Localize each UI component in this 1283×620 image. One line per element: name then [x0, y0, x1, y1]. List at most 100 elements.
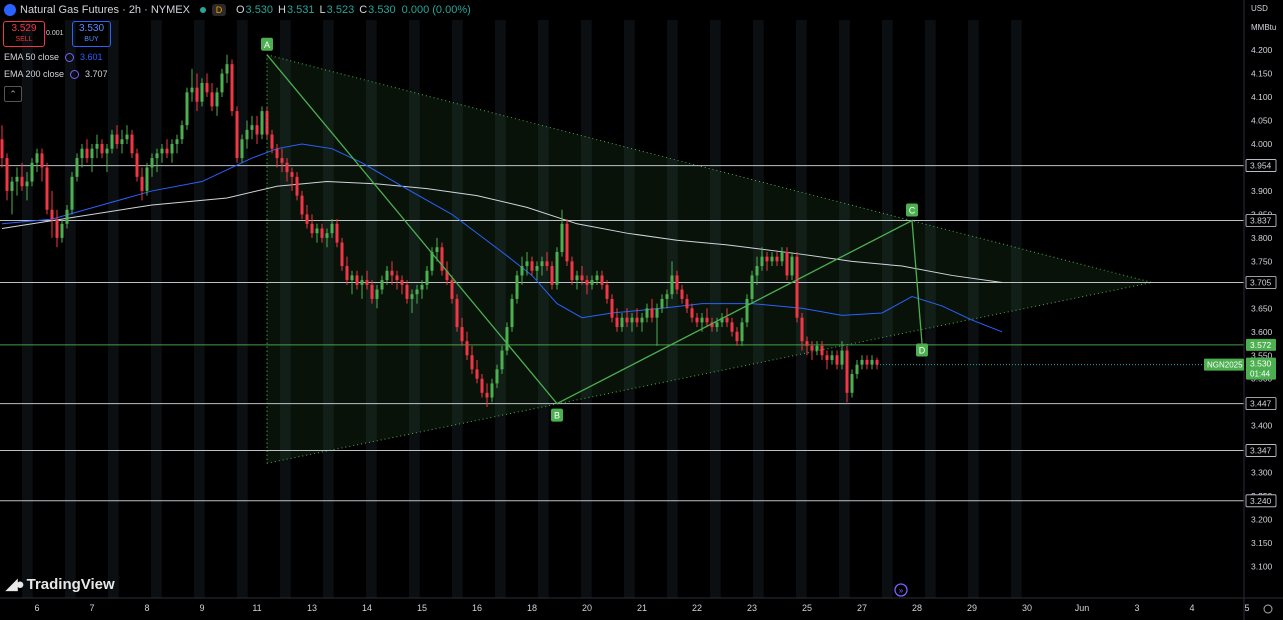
candle-body — [765, 256, 769, 262]
candle-body — [185, 92, 189, 126]
candle-body — [105, 148, 109, 154]
cycle-icon — [70, 69, 80, 79]
candle-body — [550, 266, 554, 285]
candle-body — [110, 134, 114, 149]
session-band — [1011, 20, 1022, 598]
candle-body — [440, 247, 444, 271]
time-axis[interactable]: 6 7 8 9 11 13 14 15 16 18 20 21 22 23 25 27 28 29 30 Jun 3 4 5… — [0, 54, 1283, 614]
level-price-label: 3.837 — [1250, 216, 1272, 226]
time-tick: 5 — [1244, 603, 1249, 613]
candle-body — [90, 148, 94, 159]
candle-body — [40, 153, 44, 168]
level-price-label: 3.347 — [1250, 446, 1272, 456]
candle-body — [100, 143, 104, 154]
candle-body — [545, 261, 549, 267]
time-tick: 3 — [1134, 603, 1139, 613]
candle-body — [45, 167, 49, 210]
candle-body — [735, 331, 739, 342]
candle-body — [725, 317, 729, 323]
candle-body — [860, 359, 864, 365]
pattern-point-label: D — [919, 346, 926, 356]
session-band — [581, 20, 592, 598]
level-price-badge — [1245, 159, 1277, 172]
price-tick: 3.200 — [1251, 515, 1273, 525]
candle-body — [810, 345, 814, 351]
price-tick: 4.050 — [1251, 116, 1273, 126]
candle-body — [390, 270, 394, 276]
level-price-badge — [1246, 338, 1276, 351]
candle-body — [850, 374, 854, 393]
time-tick: 28 — [912, 603, 922, 613]
price-tick: 3.900 — [1251, 186, 1273, 196]
candle-body — [840, 350, 844, 365]
candle-body — [175, 139, 179, 144]
indicator-ema50[interactable]: EMA 50 close 3.601 — [4, 52, 103, 62]
session-band — [409, 20, 420, 598]
candle-body — [845, 350, 849, 393]
time-tick: Jun — [1075, 603, 1090, 613]
candle-body — [320, 228, 324, 238]
candle-body — [870, 359, 874, 365]
candle-body — [635, 317, 639, 323]
candle-body — [205, 82, 209, 93]
candle-body — [590, 280, 594, 285]
abcd-pattern: A B C D — [261, 37, 1244, 422]
pattern-point-badge — [551, 408, 563, 422]
candle-body — [30, 162, 34, 182]
scroll-arrow-icon: » — [899, 586, 904, 595]
session-band — [839, 20, 850, 598]
level-price-label: 3.447 — [1250, 399, 1272, 409]
candle-body — [70, 176, 74, 210]
collapse-chevron-icon[interactable]: ⌃ — [4, 86, 22, 102]
ohlc-item: C3.530 — [359, 4, 396, 16]
time-tick: 30 — [1022, 603, 1032, 613]
candle-body — [15, 176, 19, 182]
symbol-logo-icon — [4, 4, 16, 16]
level-price-badge — [1245, 276, 1277, 289]
session-band — [108, 20, 119, 598]
buy-label: BUY — [84, 36, 99, 43]
candle-body — [430, 251, 434, 271]
session-band — [538, 20, 549, 598]
indicator-value: 3.601 — [80, 52, 103, 62]
session-band — [667, 20, 678, 598]
time-tick: 15 — [417, 603, 427, 613]
candle-body — [480, 378, 484, 393]
price-tick: 3.600 — [1251, 327, 1273, 337]
candle-body — [710, 322, 714, 328]
indicator-ema200[interactable]: EMA 200 close 3.707 — [4, 69, 108, 79]
buy-button[interactable]: 3.530 BUY — [72, 21, 111, 47]
candle-body — [5, 158, 9, 191]
candle-body — [65, 209, 69, 224]
level-price-label: 3.572 — [1250, 340, 1272, 350]
candle-body — [835, 355, 839, 365]
session-bands — [22, 20, 1022, 598]
time-tick: 27 — [857, 603, 867, 613]
session-band — [624, 20, 635, 598]
price-axis[interactable]: 4.2004.1504.1004.0504.0003.9503.9003.850… — [1204, 0, 1283, 620]
candle-body — [25, 181, 29, 187]
price-tick: 4.150 — [1251, 69, 1273, 79]
candle-body — [855, 364, 859, 375]
candle-body — [325, 233, 329, 238]
candle-body — [525, 261, 529, 267]
sell-button[interactable]: 3.529 SELL — [3, 21, 45, 47]
candle-body — [80, 148, 84, 159]
candle-body — [520, 266, 524, 276]
candle-body — [380, 280, 384, 290]
candle-body — [125, 134, 129, 140]
ohlc-item: 0.000 (0.00%) — [401, 4, 471, 16]
session-band — [495, 20, 506, 598]
candle-body — [675, 275, 679, 290]
price-tick: 3.650 — [1251, 303, 1273, 313]
candle-body — [275, 148, 279, 159]
ohlc-item: O3.530 — [235, 4, 274, 16]
candle-body — [350, 275, 354, 281]
horizontal-levels — [0, 165, 1244, 502]
symbol-title[interactable]: Natural Gas Futures · 2h · NYMEX — [20, 4, 190, 16]
time-tick: 16 — [472, 603, 482, 613]
candle-body — [290, 172, 294, 177]
session-band — [968, 20, 979, 598]
time-tick: 20 — [582, 603, 592, 613]
